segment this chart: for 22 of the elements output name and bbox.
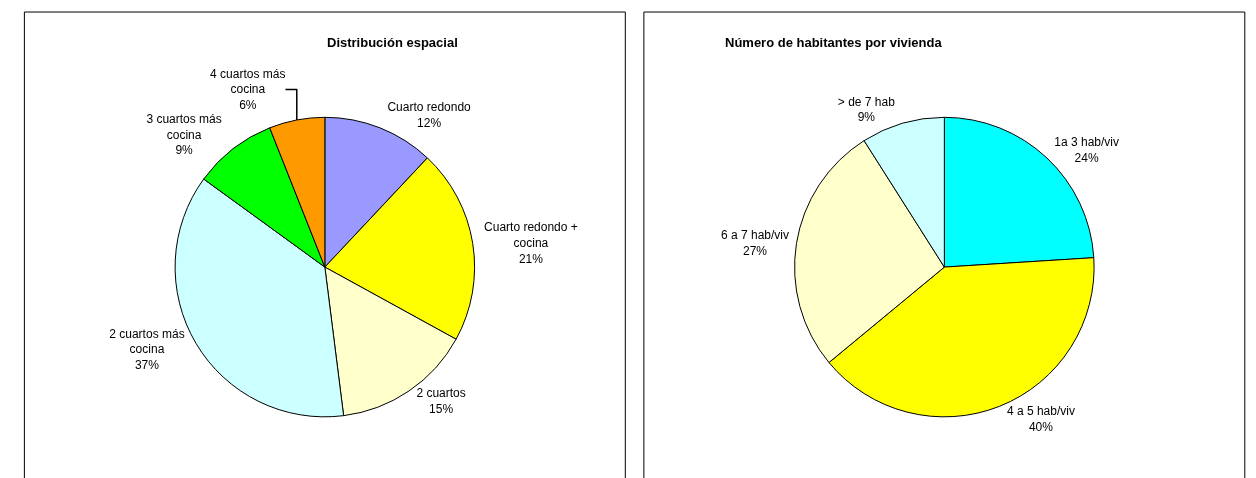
data-label: 9%	[175, 143, 194, 158]
slice-label: 1a 3 hab/viv	[1054, 135, 1119, 150]
slice-label: 2 cuartos	[416, 386, 466, 401]
slice-label: 3 cuartos más cocina	[146, 112, 222, 142]
slice-label: > de 7 hab	[837, 94, 896, 109]
chart-title: Número de habitantes por vivienda	[725, 35, 943, 50]
slice-label: 4 cuartos más cocina	[210, 66, 286, 97]
data-label: 6%	[239, 98, 257, 113]
slice-label: 6 a 7 hab/viv	[720, 228, 790, 243]
data-label: 37%	[134, 357, 160, 372]
slice-label: Cuarto redondo + cocina	[484, 220, 578, 251]
slice-label: 2 cuartos más cocina	[109, 326, 185, 357]
data-label: 40%	[1028, 419, 1054, 434]
data-label: 27%	[742, 244, 768, 259]
data-label: 24%	[1074, 150, 1099, 165]
data-label: 15%	[429, 401, 454, 416]
data-label: 12%	[417, 115, 442, 130]
slice-label: Cuarto redondo	[387, 100, 472, 115]
data-label: 9%	[857, 110, 876, 125]
chart-title: Distribución espacial	[327, 35, 458, 50]
slice-label: 4 a 5 hab/viv	[1006, 404, 1075, 419]
data-label: 21%	[518, 251, 544, 266]
